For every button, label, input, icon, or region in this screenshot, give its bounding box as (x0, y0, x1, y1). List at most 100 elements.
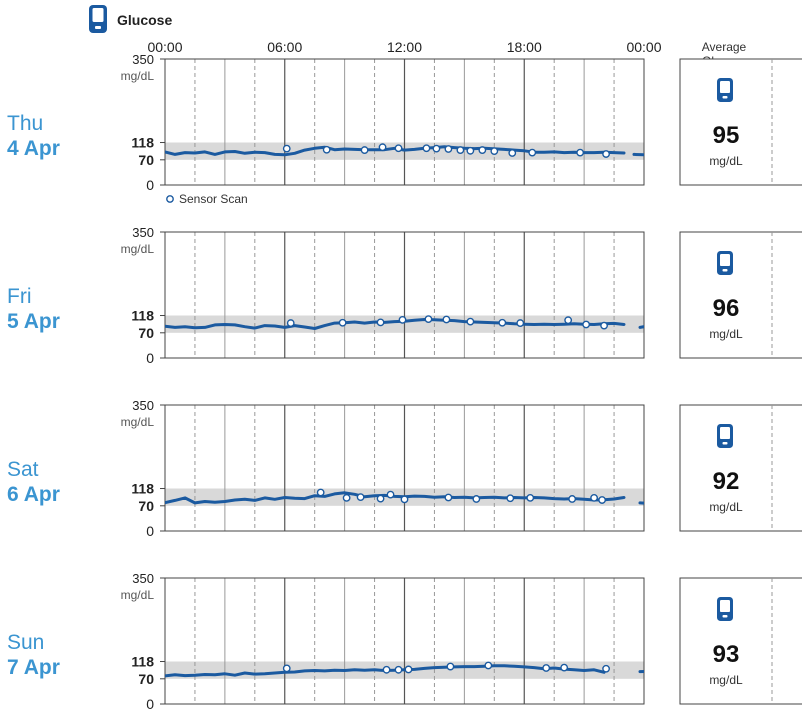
plot-frame (164, 231, 645, 359)
day-label: Sun (7, 631, 44, 654)
plot-frame (164, 404, 645, 532)
sensor-scan-point (394, 144, 403, 153)
icon-screen (720, 427, 730, 439)
chart-title: Glucose (117, 12, 172, 28)
date-label: 7 Apr (7, 656, 60, 679)
y-tick-label: 0 (146, 696, 154, 712)
sensor-scan-point (316, 488, 325, 497)
sensor-scan-point (590, 493, 599, 502)
sensor-scan-point (400, 495, 409, 504)
plot-frame (164, 58, 645, 186)
icon-port (722, 96, 728, 99)
sensor-scan-point (286, 319, 295, 327)
glucose-trace (165, 145, 626, 157)
day-label: Fri (7, 285, 32, 308)
sensor-scan-point (424, 315, 433, 324)
glucose-meter-icon (717, 78, 733, 102)
sensor-scan-point (282, 144, 291, 153)
average-unit: mg/dL (709, 500, 743, 514)
time-tick-label: 12:00 (387, 39, 422, 55)
time-axis: 00:00 06:00 12:00 18:00 00:00 (147, 39, 661, 55)
unit-label: mg/dL (121, 69, 155, 83)
sensor-scan-point (484, 661, 493, 670)
sensor-scan-point (508, 149, 517, 157)
legend-scan-marker (166, 195, 174, 203)
sensor-scan-point (564, 316, 573, 325)
time-tick-label: 06:00 (267, 39, 302, 55)
sensor-scan-point (598, 496, 606, 504)
average-box (679, 577, 802, 705)
sensor-scan-point (404, 665, 413, 674)
sensor-scan-point (378, 143, 387, 152)
sensor-scan-point (376, 318, 385, 327)
y-tick-label: 70 (138, 325, 154, 341)
sensor-scan-point (526, 493, 535, 502)
y-tick-label: 118 (131, 135, 154, 151)
glucose-meter-icon (89, 5, 107, 33)
icon-port (722, 269, 728, 272)
icon-screen (720, 600, 730, 612)
average-unit: mg/dL (709, 327, 743, 341)
sensor-scan-point (376, 494, 385, 503)
date-label: 4 Apr (7, 137, 60, 160)
sensor-scan-point (466, 317, 475, 326)
sensor-scan-point (442, 315, 451, 324)
y-tick-label: 118 (131, 654, 154, 670)
y-tick-label: 118 (131, 308, 154, 324)
sensor-scan-point (356, 493, 365, 502)
day-label: Sat (7, 458, 39, 481)
sensor-scan-point (498, 318, 507, 327)
glucose-meter-icon (717, 424, 733, 448)
average-unit: mg/dL (709, 673, 743, 687)
glucose-meter-icon (717, 597, 733, 621)
sensor-scan-point (322, 145, 331, 154)
y-tick-label: 350 (132, 571, 154, 586)
average-glucose-panel: AverageGlucose95mg/dL96mg/dL92mg/dL93mg/… (679, 40, 802, 705)
sensor-scan-point (478, 146, 487, 154)
sensor-scan-point (282, 664, 291, 673)
unit-label: mg/dL (121, 588, 155, 602)
sensor-scan-point (568, 495, 577, 503)
y-tick-label: 0 (146, 350, 154, 366)
header: Glucose (89, 5, 172, 33)
average-box (679, 58, 802, 186)
date-label: 5 Apr (7, 310, 60, 333)
glucose-trace-group (165, 145, 644, 157)
sensor-scan-point (360, 146, 369, 154)
time-tick-label: 18:00 (507, 39, 542, 55)
glucose-trace-group (165, 491, 644, 505)
average-value: 96 (713, 295, 740, 322)
y-tick-label: 350 (132, 398, 154, 413)
sensor-scan-point (490, 147, 499, 156)
date-label: 6 Apr (7, 483, 60, 506)
average-value: 93 (713, 641, 740, 668)
time-tick-label: 00:00 (147, 39, 182, 55)
glucose-trace-group (165, 318, 644, 330)
sensor-scan-point (422, 144, 431, 153)
average-box (679, 404, 802, 532)
glucose-trace (632, 152, 644, 157)
icon-port (722, 615, 728, 618)
sensor-scan-point (432, 144, 441, 153)
average-box (679, 231, 802, 359)
icon-screen (720, 81, 730, 93)
sensor-scan-point (456, 146, 465, 154)
sensor-scan-point (338, 318, 347, 327)
icon-port (722, 442, 728, 445)
sensor-scan-point (444, 493, 453, 502)
sensor-scan-point (516, 319, 525, 327)
glucose-trace (165, 491, 626, 505)
y-tick-label: 118 (131, 481, 154, 497)
sensor-scan-point (600, 321, 608, 330)
sensor-scan-point (528, 148, 537, 157)
plot-frame (164, 577, 645, 705)
sensor-scan-point (472, 495, 481, 503)
y-tick-label: 0 (146, 523, 154, 539)
y-tick-label: 70 (138, 152, 154, 168)
icon-screen (720, 254, 730, 266)
y-tick-label: 70 (138, 671, 154, 687)
